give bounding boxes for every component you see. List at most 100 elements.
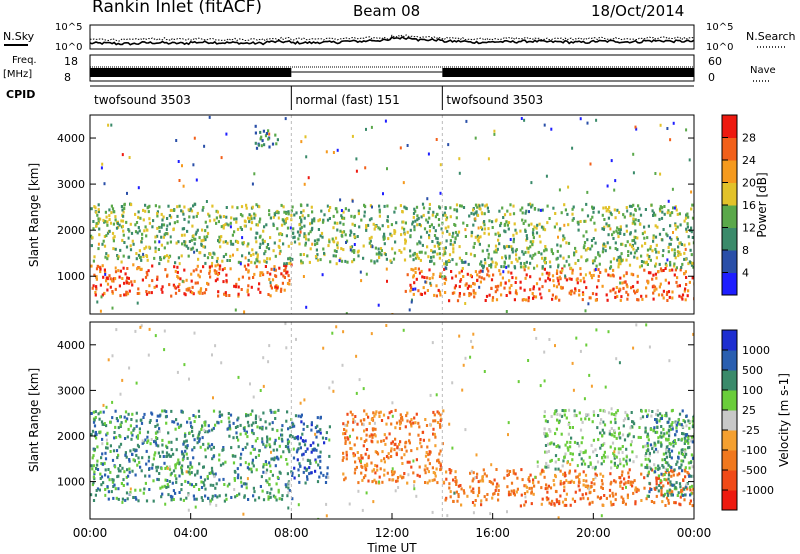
power-cell (290, 263, 293, 267)
velocity-cell (438, 460, 441, 464)
power-cell (342, 222, 345, 226)
power-cell (290, 213, 293, 217)
power-cell (654, 264, 657, 268)
velocity-cell (648, 481, 651, 485)
power-cell (158, 225, 161, 229)
velocity-cell (259, 418, 262, 422)
power-cell (322, 247, 325, 251)
velocity-cell (566, 446, 569, 450)
velocity-cell (545, 496, 548, 500)
velocity-cell (497, 492, 500, 496)
velocity-cell (135, 419, 138, 423)
velocity-cell (109, 420, 112, 424)
velocity-cell (245, 486, 248, 490)
power-cell (590, 244, 594, 248)
power-cell (671, 248, 674, 252)
velocity-cell (385, 324, 388, 327)
velocity-cell (222, 462, 225, 466)
velocity-cell (236, 467, 239, 471)
power-cell (431, 250, 435, 254)
velocity-cell (601, 428, 604, 432)
cpid-label-0: twofsound 3503 (94, 93, 191, 107)
power-cell (404, 241, 407, 245)
velocity-cell (95, 436, 98, 440)
power-cell (334, 236, 338, 240)
velocity-cell (302, 422, 305, 426)
velocity-cell (374, 427, 377, 431)
power-cell (607, 216, 610, 220)
power-cell (222, 240, 225, 244)
velocity-cell (211, 457, 214, 461)
velocity-cell (665, 496, 669, 500)
velocity-cell (407, 473, 410, 477)
velocity-cell (165, 410, 168, 414)
power-cell (250, 217, 253, 221)
power-cell (174, 291, 178, 295)
velocity-cell (627, 471, 630, 475)
velocity-cell (686, 487, 689, 491)
velocity-cell (628, 468, 631, 472)
power-cell (539, 292, 542, 296)
power-cell (521, 211, 524, 215)
power-cell (314, 255, 318, 258)
power-cell (365, 228, 368, 232)
velocity-cell (218, 494, 221, 498)
velocity-cell (398, 448, 401, 451)
velocity-cell (653, 450, 656, 454)
power-cell (633, 251, 637, 255)
power-cell (689, 248, 692, 252)
velocity-cell (646, 444, 649, 448)
power-cell (499, 221, 503, 225)
velocity-cell (234, 426, 238, 429)
velocity-cell (90, 464, 93, 468)
velocity-cell (666, 461, 669, 465)
power-cell (579, 220, 582, 223)
velocity-cell (153, 453, 156, 457)
velocity-cell (567, 432, 570, 436)
velocity-cell (264, 420, 267, 424)
velocity-cell (687, 461, 690, 465)
power-cell (116, 222, 119, 225)
power-cell (678, 294, 681, 298)
power-cell (606, 241, 609, 245)
power-cell (219, 238, 222, 242)
power-cell (673, 262, 676, 266)
velocity-cell (270, 457, 273, 461)
velocity-colorbar-tick-label-0: -1000 (742, 484, 774, 497)
power-cell (313, 239, 317, 243)
power-cell (460, 269, 463, 273)
velocity-cell (684, 448, 687, 452)
power-cell (310, 205, 313, 209)
velocity-cell (530, 486, 533, 490)
power-cell (687, 235, 690, 239)
power-cell (441, 231, 444, 235)
velocity-cell (166, 446, 169, 450)
power-cell (413, 252, 416, 256)
velocity-cell (186, 456, 189, 460)
velocity-cell (662, 484, 665, 488)
power-cell (398, 249, 401, 252)
velocity-cell (299, 446, 302, 450)
power-cell (553, 284, 556, 288)
power-cell (476, 273, 479, 277)
power-cell (450, 270, 453, 273)
power-cell (314, 243, 317, 247)
velocity-cell (366, 448, 369, 451)
velocity-cell (679, 503, 682, 507)
velocity-cell (180, 410, 183, 413)
velocity-cell (559, 482, 562, 486)
power-cell (236, 240, 239, 244)
velocity-cell (92, 420, 96, 424)
velocity-cell (240, 452, 243, 456)
velocity-cell (609, 445, 612, 449)
power-cell (462, 206, 466, 209)
power-cell (379, 247, 383, 250)
power-cell (253, 212, 256, 216)
power-cell (231, 205, 234, 209)
power-cell (127, 255, 131, 259)
velocity-cell (544, 450, 547, 454)
power-cell (197, 273, 200, 277)
power-cell (651, 249, 654, 253)
power-cell (654, 272, 657, 276)
power-cell (102, 275, 105, 279)
